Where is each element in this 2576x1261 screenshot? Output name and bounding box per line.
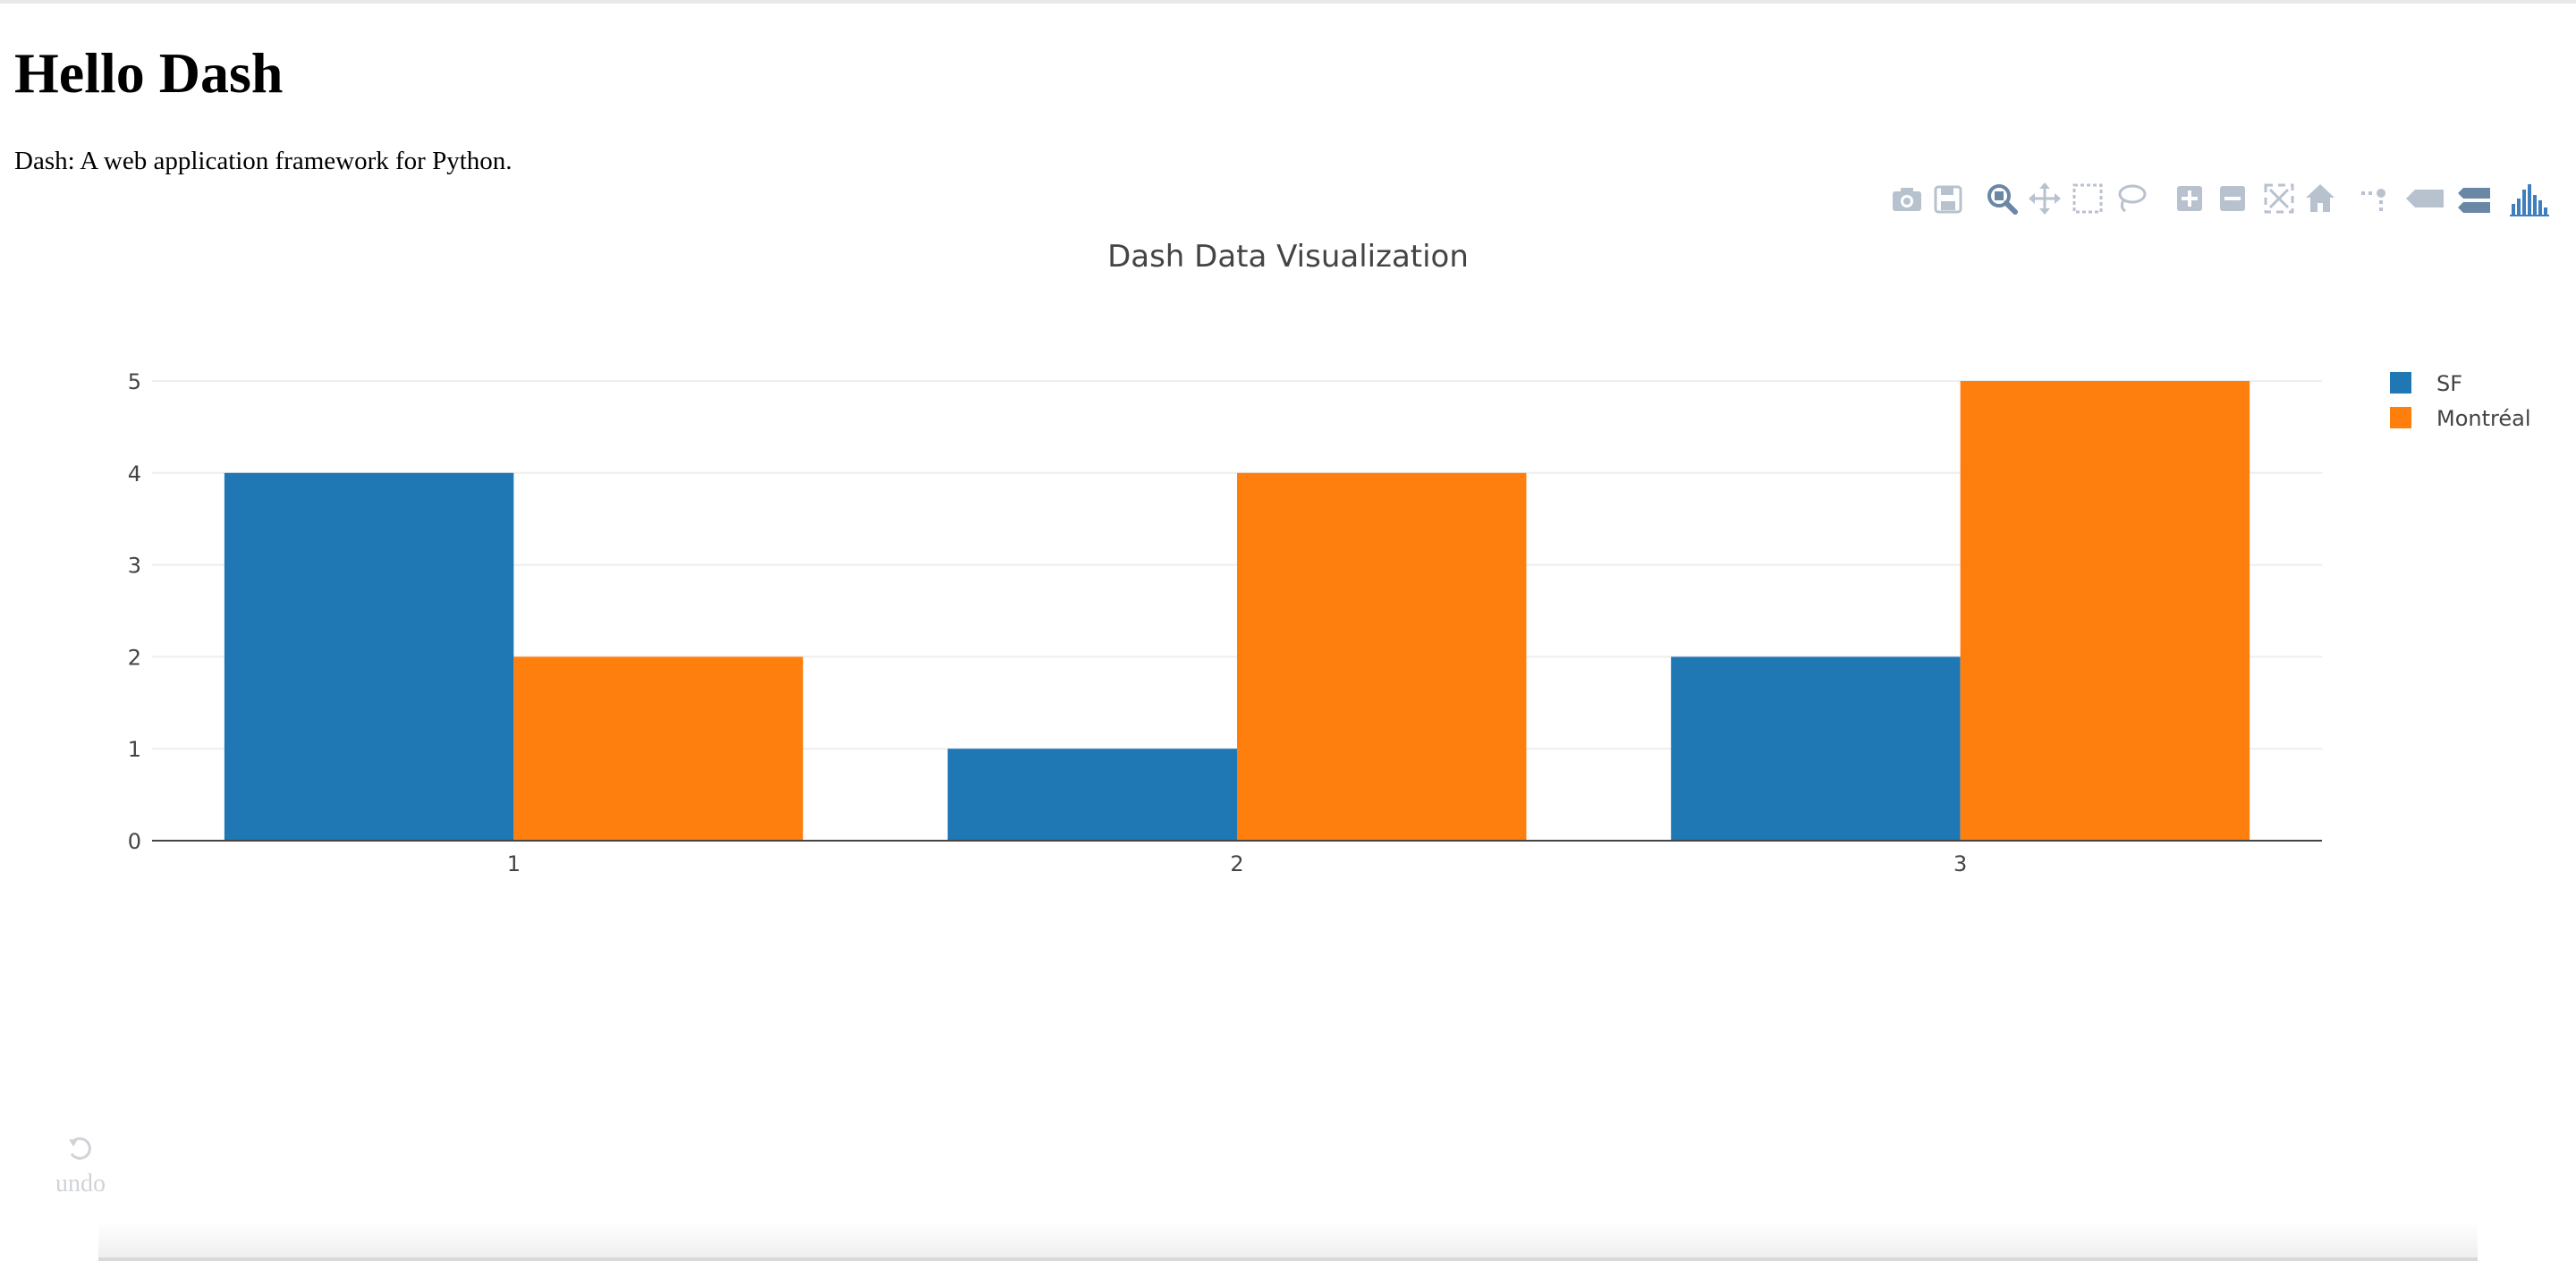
pan-button[interactable] xyxy=(2027,181,2063,220)
bar-sf-3[interactable] xyxy=(1671,656,1961,841)
legend-label: SF xyxy=(2436,371,2462,396)
chart-bars xyxy=(224,381,2250,841)
bar-chart: Dash Data Visualization 0 1 2 3 4 5 1 2 3 SF Mon… xyxy=(128,239,2531,876)
y-tick-label: 4 xyxy=(128,461,141,487)
legend-label: Montréal xyxy=(2436,406,2531,431)
zoom-out-icon xyxy=(2220,186,2245,211)
bottom-shadow xyxy=(98,1222,2478,1261)
y-tick-label: 0 xyxy=(128,829,141,854)
hover-closest-button[interactable] xyxy=(2402,181,2447,220)
undo-icon xyxy=(69,1137,91,1160)
plotly-logo-icon xyxy=(2510,184,2549,216)
page-title: Hello Dash xyxy=(14,41,284,105)
camera-button[interactable] xyxy=(1889,181,1925,220)
spike-lines-button[interactable] xyxy=(2356,181,2392,220)
home-button[interactable] xyxy=(2302,181,2338,220)
x-tick-label: 1 xyxy=(507,851,521,876)
zoom-out-button[interactable] xyxy=(2215,181,2250,220)
chart-modebar xyxy=(1878,181,2567,220)
x-tick-label: 3 xyxy=(1953,851,1967,876)
zoom-in-button[interactable] xyxy=(2172,181,2207,220)
top-border xyxy=(0,0,2576,4)
lasso-button[interactable] xyxy=(2113,181,2148,220)
box-select-icon xyxy=(2072,183,2103,214)
x-axis: 1 2 3 xyxy=(152,840,2322,876)
save-icon xyxy=(1934,185,1962,214)
lasso-icon xyxy=(2118,184,2147,213)
box-select-button[interactable] xyxy=(2070,181,2106,220)
y-tick-label: 5 xyxy=(128,369,141,394)
hover-closest-icon xyxy=(2406,190,2444,207)
plotly-logo-button[interactable] xyxy=(2510,181,2555,220)
save-button[interactable] xyxy=(1930,181,1966,220)
zoom-button[interactable] xyxy=(1984,181,2020,220)
undo-button[interactable]: undo xyxy=(52,1134,109,1198)
bar-sf-1[interactable] xyxy=(224,472,514,841)
legend-item-sf[interactable]: SF xyxy=(2390,371,2462,396)
autoscale-icon xyxy=(2264,183,2294,214)
y-tick-label: 2 xyxy=(128,645,141,670)
camera-icon xyxy=(1893,188,1921,211)
chart-title: Dash Data Visualization xyxy=(1107,239,1469,275)
x-tick-label: 2 xyxy=(1230,851,1243,876)
zoom-icon xyxy=(1987,184,2018,215)
legend-swatch xyxy=(2390,372,2411,394)
y-axis: 0 1 2 3 4 5 xyxy=(128,369,141,854)
home-icon xyxy=(2306,184,2334,212)
hover-compare-button[interactable] xyxy=(2454,181,2490,220)
bar-montreal-2[interactable] xyxy=(1237,472,1527,841)
hover-compare-icon xyxy=(2458,188,2490,213)
bar-montreal-3[interactable] xyxy=(1960,381,2250,841)
chart-legend: SF Montréal xyxy=(2390,371,2531,431)
pan-icon xyxy=(2029,182,2061,215)
bottom-scrollbar xyxy=(98,1257,2478,1261)
zoom-in-icon xyxy=(2177,186,2202,211)
undo-label: undo xyxy=(55,1170,106,1198)
legend-item-montreal[interactable]: Montréal xyxy=(2390,406,2531,431)
y-tick-label: 3 xyxy=(128,554,141,579)
y-tick-label: 1 xyxy=(128,737,141,762)
autoscale-button[interactable] xyxy=(2261,181,2297,220)
bar-sf-2[interactable] xyxy=(947,749,1237,841)
legend-swatch xyxy=(2390,407,2411,428)
page-description: Dash: A web application framework for Py… xyxy=(14,147,513,175)
bar-montreal-1[interactable] xyxy=(513,656,803,841)
spike-lines-icon xyxy=(2361,189,2385,211)
